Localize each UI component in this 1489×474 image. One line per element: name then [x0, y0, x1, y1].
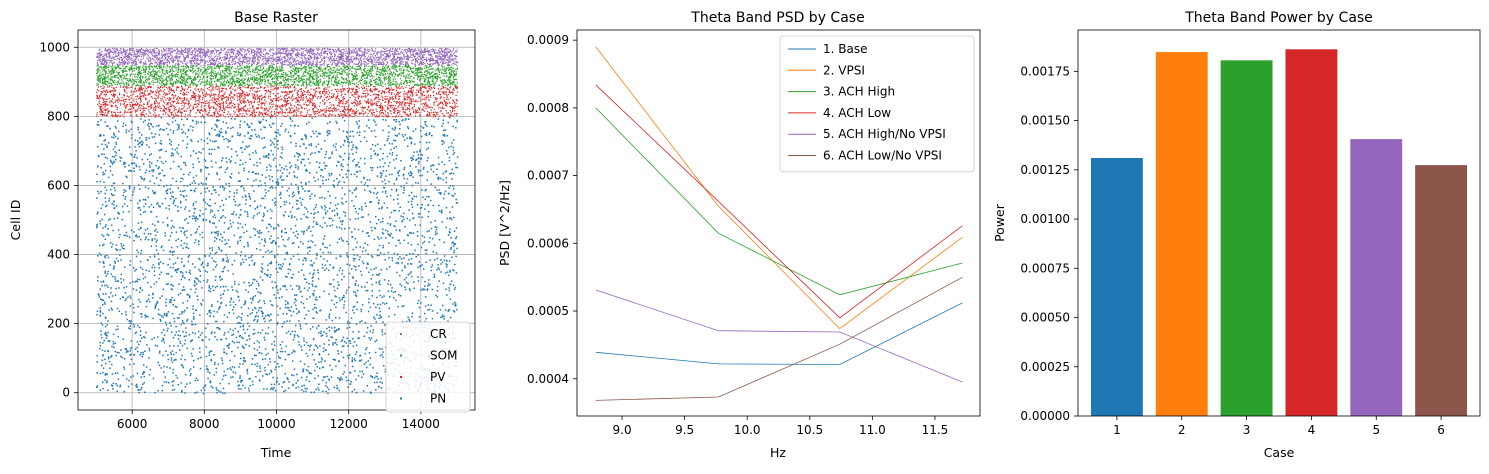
- power-y-tick-label: 0.00125: [1020, 163, 1070, 177]
- power-y-ticks: 0.00000 0.00025 0.00050 0.00075 0.00100 0.001…: [1020, 64, 1078, 423]
- raster-series-som: [96, 64, 458, 87]
- power-bar: [1155, 52, 1208, 417]
- raster-y-label: Cell ID: [8, 200, 23, 241]
- raster-legend: CR SOM PV PN: [385, 321, 471, 413]
- power-y-tick-label: 0.00025: [1020, 360, 1070, 374]
- power-y-tick-label: 0.00075: [1020, 261, 1070, 275]
- power-x-label: Case: [1264, 445, 1295, 460]
- raster-legend-label: PV: [430, 370, 446, 384]
- psd-x-label: Hz: [770, 445, 786, 460]
- psd-y-tick-label: 0.0005: [527, 304, 569, 318]
- psd-y-tick-label: 0.0009: [527, 33, 569, 47]
- raster-y-tick-label: 800: [47, 109, 70, 123]
- raster-series-cr: [96, 47, 459, 66]
- raster-series-pv: [96, 85, 458, 118]
- power-y-tick-label: 0.00175: [1020, 64, 1070, 78]
- power-x-tick-label: 1: [1113, 423, 1121, 437]
- psd-x-tick-label: 10.5: [796, 423, 823, 437]
- power-y-label: Power: [992, 203, 1007, 242]
- raster-points: [96, 47, 459, 395]
- raster-x-tick-label: 14000: [402, 417, 440, 431]
- psd-legend-label: 3. ACH High: [823, 85, 895, 99]
- psd-y-label: PSD [V^2/Hz]: [497, 180, 512, 266]
- psd-y-tick-label: 0.0007: [527, 169, 569, 183]
- psd-title: Theta Band PSD by Case: [690, 10, 864, 26]
- power-plot-area: [1078, 30, 1480, 416]
- psd-y-tick-label: 0.0004: [527, 372, 569, 386]
- psd-legend: 1. Base 2. VPSI 3. ACH High 4. ACH Low 5. AC…: [779, 35, 975, 173]
- raster-legend-marker: [400, 354, 402, 357]
- raster-legend-label: SOM: [430, 349, 457, 363]
- power-x-tick-label: 5: [1372, 423, 1380, 437]
- power-panel: 1 2 3 4 5 6 0.00000 0.00025 0.00050 0.00075 0.001…: [992, 10, 1481, 460]
- psd-legend-label: 2. VPSI: [823, 63, 865, 77]
- psd-legend-box: [779, 35, 975, 173]
- power-bar: [1285, 49, 1338, 417]
- raster-x-tick-label: 8000: [189, 417, 220, 431]
- power-y-tick-label: 0.00100: [1020, 212, 1070, 226]
- psd-lines: [595, 46, 963, 401]
- psd-frame: [576, 29, 981, 417]
- raster-legend-label: CR: [430, 327, 447, 341]
- psd-legend-label: 6. ACH Low/No VPSI: [823, 149, 942, 163]
- raster-y-tick-label: 600: [47, 178, 70, 192]
- raster-x-tick-label: 6000: [117, 417, 148, 431]
- psd-series-line: [595, 289, 963, 383]
- power-y-tick-label: 0.00150: [1020, 114, 1070, 128]
- raster-y-tick-label: 200: [47, 317, 70, 331]
- psd-x-tick-label: 10.0: [734, 423, 761, 437]
- psd-x-tick-label: 11.0: [859, 423, 886, 437]
- raster-legend-marker: [400, 333, 402, 335]
- raster-x-tick-label: 12000: [330, 417, 368, 431]
- raster-panel: 6000 8000 10000 12000 14000 0 200 400 600 800 100…: [8, 10, 476, 460]
- psd-series-line: [595, 46, 963, 330]
- psd-y-tick-label: 0.0008: [527, 101, 569, 115]
- power-bar: [1090, 158, 1143, 417]
- psd-legend-label: 4. ACH Low: [823, 106, 891, 120]
- power-y-tick-label: 0.00000: [1020, 409, 1070, 423]
- power-bar: [1350, 139, 1403, 417]
- psd-legend-label: 5. ACH High/No VPSI: [823, 127, 946, 141]
- psd-y-tick-label: 0.0006: [527, 236, 569, 250]
- psd-x-ticks: 9.0 9.5 10.0 10.5 11.0 11.5: [613, 416, 949, 437]
- raster-x-ticks: 6000 8000 10000 12000 14000: [117, 410, 440, 431]
- power-x-tick-label: 3: [1243, 423, 1251, 437]
- raster-x-tick-label: 10000: [257, 417, 295, 431]
- power-x-tick-label: 4: [1308, 423, 1316, 437]
- psd-series-line: [595, 107, 963, 296]
- raster-legend-marker: [400, 397, 402, 400]
- raster-y-ticks: 0 200 400 600 800 1000: [39, 40, 78, 400]
- psd-series-line: [595, 276, 963, 401]
- raster-legend-box: [385, 321, 471, 413]
- psd-x-tick-label: 11.5: [922, 423, 949, 437]
- raster-legend-marker: [400, 376, 402, 378]
- raster-y-tick-label: 0: [62, 386, 70, 400]
- power-y-tick-label: 0.00050: [1020, 311, 1070, 325]
- power-x-tick-label: 2: [1178, 423, 1186, 437]
- psd-series-line: [595, 302, 963, 365]
- raster-legend-label: PN: [430, 392, 446, 406]
- power-bar: [1220, 60, 1273, 416]
- power-frame: [1077, 29, 1481, 417]
- power-x-tick-label: 6: [1437, 423, 1445, 437]
- raster-y-tick-label: 1000: [39, 40, 70, 54]
- power-bar: [1415, 165, 1468, 416]
- raster-series-pn: [96, 116, 459, 395]
- psd-series-line: [595, 84, 963, 319]
- psd-x-tick-label: 9.0: [613, 423, 632, 437]
- power-title: Theta Band Power by Case: [1184, 10, 1373, 26]
- psd-y-ticks: 0.0004 0.0005 0.0006 0.0007 0.0008 0.0009: [527, 33, 577, 386]
- raster-y-tick-label: 400: [47, 248, 70, 262]
- psd-panel: 9.0 9.5 10.0 10.5 11.0 11.5 0.00040.00050.000…: [497, 10, 981, 460]
- psd-x-tick-label: 9.5: [675, 423, 694, 437]
- raster-title: Base Raster: [234, 10, 318, 26]
- power-x-ticks: 1 2 3 4 5 6: [1113, 416, 1445, 437]
- raster-x-label: Time: [260, 445, 292, 460]
- psd-legend-label: 1. Base: [823, 42, 867, 56]
- power-bars: [1090, 49, 1468, 417]
